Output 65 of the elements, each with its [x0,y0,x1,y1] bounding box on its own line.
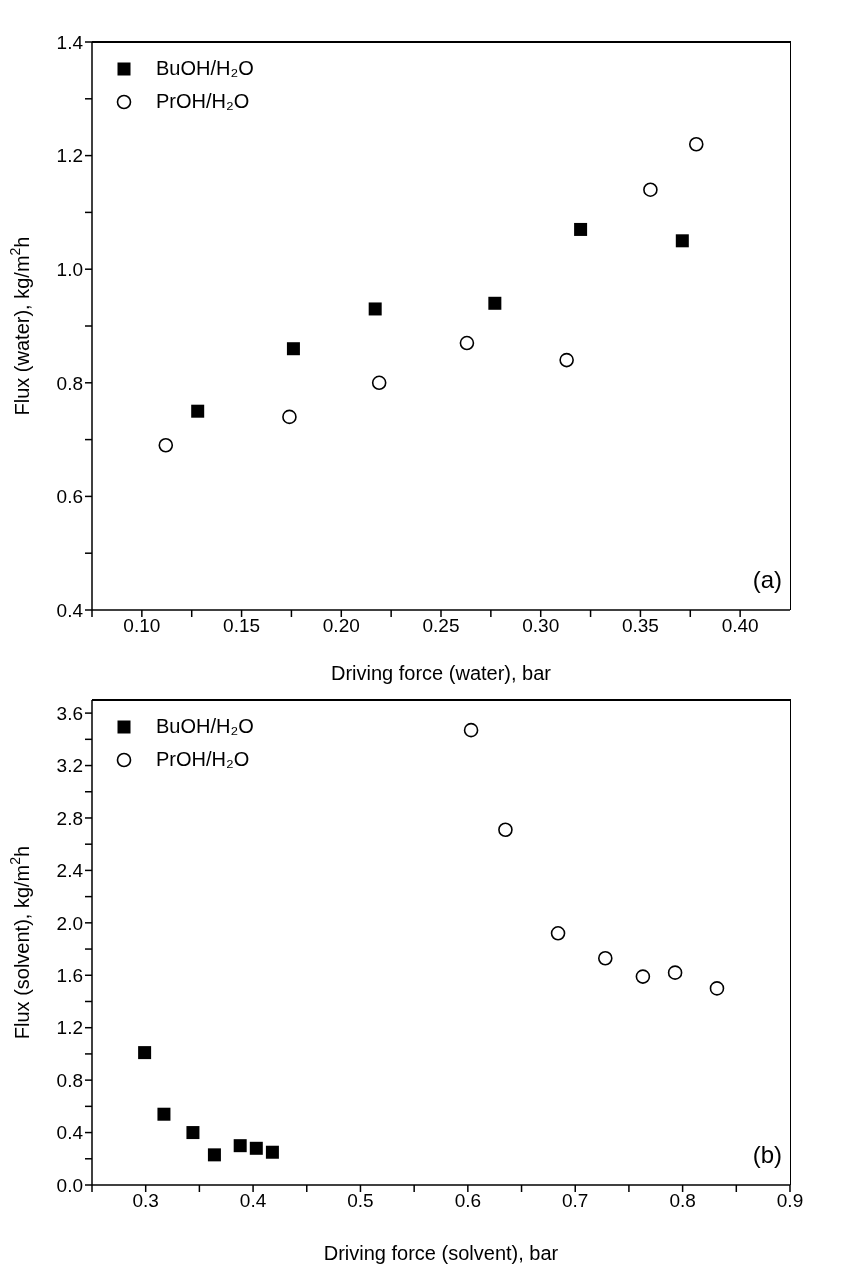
point [368,302,382,316]
y-tick-label: 0.8 [56,372,83,394]
x-tick-label: 0.5 [347,1190,374,1212]
x-tick-label: 0.3 [132,1190,159,1212]
point [186,1126,200,1140]
annotation: (a) [752,566,782,594]
y-tick-label: 1.0 [56,258,83,280]
x-tick-label: 0.8 [669,1190,696,1212]
point [550,926,566,941]
y-tick-label: 0.8 [56,1069,83,1091]
y-tick-label: 1.2 [56,1017,83,1039]
legend-label: PrOH/H₂O [156,747,250,772]
point [598,950,613,966]
point [574,222,588,236]
legend-label: BuOH/H₂O [156,714,254,739]
y-tick-label: 1.6 [56,965,83,987]
y-tick-label: 1.2 [56,145,83,167]
x-axis-title: Driving force (water), bar [330,662,552,684]
point [463,722,479,738]
point [667,965,683,980]
legend-label: BuOH/H₂O [156,56,254,81]
point [282,409,297,425]
point [459,335,475,351]
point [249,1141,263,1155]
y-tick-label: 2.8 [56,807,83,829]
x-tick-label: 0.4 [239,1190,267,1212]
point [688,136,704,152]
point [138,1046,152,1060]
point [158,437,174,453]
y-tick-label: 3.6 [56,702,83,724]
point [371,375,387,391]
x-tick-label: 0.10 [123,615,161,637]
y-tick-label: 0.0 [56,1174,83,1196]
x-tick-label: 0.30 [522,615,560,637]
y-tick-label: 0.6 [56,486,83,508]
y-tick-label: 0.4 [56,1122,84,1144]
point [233,1139,247,1153]
x-tick-label: 0.15 [223,615,261,637]
point [265,1145,279,1159]
x-tick-label: 0.40 [721,615,759,637]
point [488,296,502,310]
x-tick-label: 0.35 [621,615,659,637]
x-tick-label: 0.20 [322,615,360,637]
y-tick-label: 2.0 [56,912,83,934]
y-tick-label: 0.4 [56,599,84,621]
point [286,342,300,356]
point [498,822,513,838]
y-tick-label: 1.4 [56,31,84,53]
x-tick-label: 0.9 [776,1190,804,1212]
x-tick-label: 0.6 [454,1190,482,1212]
point [191,404,205,418]
x-tick-label: 0.25 [422,615,460,637]
annotation: (b) [752,1141,782,1169]
point [709,981,725,996]
x-tick-label: 0.7 [562,1190,589,1212]
point [207,1148,221,1162]
y-tick-label: 3.2 [56,755,83,777]
point [675,234,689,248]
point [559,352,574,368]
point [643,182,658,197]
y-tick-label: 2.4 [56,860,84,882]
x-axis-title: Driving force (solvent), bar [323,1242,559,1264]
point [635,969,651,984]
legend-label: PrOH/H₂O [156,89,250,114]
point [157,1107,171,1121]
